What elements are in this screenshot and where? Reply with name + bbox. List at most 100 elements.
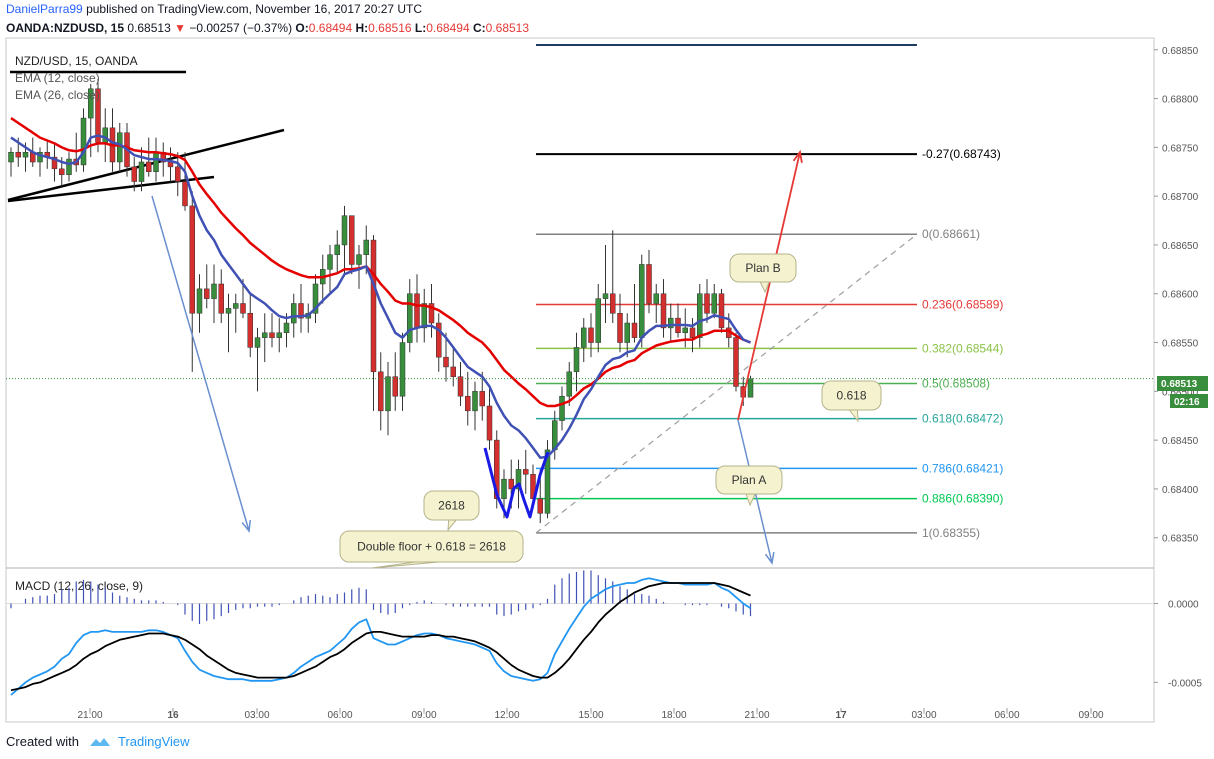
candle-body: [59, 168, 65, 175]
plan-a-callout: Plan A: [715, 465, 783, 507]
macd-line: [10, 577, 751, 696]
candle-body: [617, 313, 623, 343]
author-link[interactable]: DanielParra99: [6, 2, 83, 16]
published-text: published on TradingView.com, November 1…: [86, 2, 423, 16]
2618-callout-box: [423, 490, 480, 521]
candle-body: [573, 347, 580, 373]
plan-a-arrow-head: [764, 552, 775, 565]
ohlc-line: OANDA:NZDUSD, 15 0.68513 ▼ −0.00257 (−0.…: [6, 21, 529, 35]
symbol-label: OANDA:NZDUSD, 15: [6, 21, 125, 35]
time-tick-label: 21:00: [744, 710, 769, 721]
candle-body: [443, 356, 449, 368]
candle-body: [240, 303, 246, 314]
candle-body: [88, 88, 94, 119]
macd-tick-label: -0.0005: [1168, 678, 1202, 689]
candle-body: [639, 264, 645, 338]
time-tick-label: 21:00: [77, 710, 102, 721]
high-label: H:: [355, 21, 369, 35]
plan-b-callout: Plan B: [729, 253, 797, 294]
candle-body: [291, 303, 297, 324]
double-floor-callout-tail: [371, 560, 450, 569]
change-value: −0.00257 (−0.37%): [189, 21, 293, 35]
price-tick-label: 0.68800: [1162, 95, 1199, 106]
price-tick-label: 0.68450: [1162, 436, 1199, 447]
macd-legend: MACD (12, 26, close, 9): [15, 579, 143, 593]
candle-body: [537, 498, 543, 514]
candle-body: [660, 293, 667, 329]
candle-body: [428, 303, 435, 324]
candle-body: [356, 254, 362, 265]
candle-body: [392, 376, 398, 397]
candle-body: [581, 327, 587, 348]
candle-body: [189, 205, 195, 314]
candle-body: [66, 158, 72, 175]
down-arrow-left: [151, 195, 250, 532]
candle-body: [653, 293, 659, 304]
price-tick-label: 0.68600: [1162, 290, 1199, 301]
candle-body: [399, 342, 406, 397]
time-tick-label: 18:00: [661, 710, 686, 721]
close-value: 0.68513: [485, 21, 530, 35]
2618-callout-text: 2618: [438, 499, 465, 513]
time-tick-label: 06:00: [994, 710, 1019, 721]
plan-b-arrow: [737, 151, 801, 421]
candle-body: [631, 322, 638, 338]
time-tick-label: 03:00: [244, 710, 269, 721]
candle-body: [247, 313, 253, 348]
publish-line: DanielParra99 published on TradingView.c…: [6, 2, 422, 16]
time-tick-label: 17: [835, 710, 847, 721]
price-tick-label: 0.68550: [1162, 339, 1199, 350]
time-tick-label: 09:00: [1078, 710, 1103, 721]
candle-body: [414, 293, 420, 329]
double-floor-callout-text: Double floor + 0.618 = 2618: [357, 540, 506, 554]
candle-body: [515, 469, 522, 490]
macd-tick-label: 0.0000: [1168, 600, 1199, 611]
2618-callout: 2618: [423, 490, 480, 532]
last-price-tag: [1157, 376, 1208, 391]
high-value: 0.68516: [368, 21, 412, 35]
candle-body: [602, 293, 609, 299]
candle-body: [494, 439, 500, 499]
candle-body: [508, 478, 514, 490]
tradingview-logo-icon: [89, 735, 111, 747]
candle-body: [233, 303, 239, 309]
candle-body: [254, 337, 261, 348]
candle-body: [544, 449, 551, 514]
created-with-text: Created with: [6, 734, 79, 749]
plan-b-arrow-head: [792, 149, 803, 163]
plan-b-callout-tail: [759, 280, 771, 294]
candle-body: [327, 254, 333, 270]
candle-body: [704, 293, 710, 314]
candle-body: [196, 288, 203, 314]
candle-body: [349, 215, 355, 265]
open-value: 0.68494: [308, 21, 353, 35]
last-price: 0.68513: [127, 21, 171, 35]
plan-b-callout-text: Plan B: [745, 261, 780, 275]
macd-signal-line: [10, 582, 751, 692]
time-tick-label: 03:00: [911, 710, 936, 721]
candle-body: [711, 293, 717, 314]
candle-body: [718, 293, 725, 329]
plan-b-callout-box: [729, 253, 797, 283]
price-tick-label: 0.68750: [1162, 143, 1199, 154]
price-tick-label: 0.68700: [1162, 192, 1199, 203]
candle-body: [80, 117, 87, 166]
timer-tag-text: 02:16: [1174, 397, 1200, 408]
candle-body: [501, 478, 507, 499]
candle-body: [646, 264, 652, 304]
candle-body: [153, 151, 159, 172]
price-tick-label: 0.68350: [1162, 534, 1199, 545]
candle-body: [486, 405, 493, 441]
candle-body: [283, 322, 290, 334]
plan-a-callout-tail: [745, 492, 757, 507]
candle-body: [566, 371, 572, 397]
tradingview-link[interactable]: TradingView: [118, 734, 190, 749]
fib-level-label: 0(0.68661): [922, 227, 980, 241]
ema26-line: [10, 117, 751, 408]
fib-level-label: 1(0.68355): [922, 526, 980, 540]
candle-body: [146, 161, 152, 172]
candle-body: [218, 283, 224, 314]
time-tick-label: 12:00: [494, 710, 519, 721]
candle-body: [610, 293, 616, 314]
